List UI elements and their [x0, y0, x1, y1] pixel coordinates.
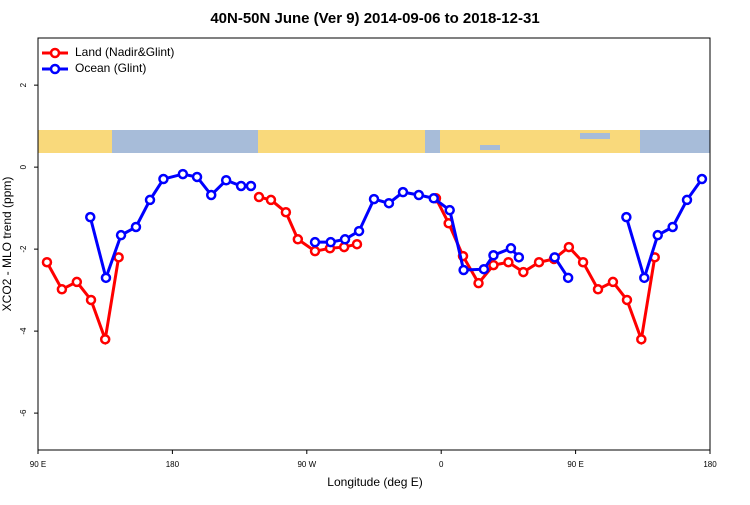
data-point [533, 256, 545, 268]
legend-label: Ocean (Glint) [75, 61, 146, 75]
x-tick-label: 90 W [297, 460, 316, 469]
y-tick-label: -4 [19, 327, 28, 335]
data-point [592, 284, 604, 295]
data-point [144, 194, 156, 206]
data-point [309, 236, 321, 248]
data-point [130, 221, 142, 233]
data-point [265, 194, 277, 206]
data-point [205, 189, 217, 201]
data-point [518, 266, 529, 278]
data-point [488, 259, 499, 271]
data-point [280, 206, 292, 218]
data-point [681, 194, 693, 206]
data-point [158, 173, 169, 185]
data-point [383, 197, 395, 209]
data-point [621, 294, 633, 306]
data-point [325, 236, 336, 248]
data-point [478, 263, 490, 275]
data-point [428, 193, 439, 204]
data-point [56, 284, 68, 295]
data-point [621, 211, 632, 223]
legend-marker [49, 63, 61, 75]
y-axis-label: XCO2 - MLO trend (ppm) [0, 177, 14, 312]
data-point [458, 264, 469, 276]
data-point [115, 229, 127, 241]
data-point [444, 204, 455, 216]
data-point [235, 180, 247, 192]
data-point [309, 245, 321, 257]
y-tick-label: 0 [19, 164, 28, 169]
data-point [177, 168, 189, 180]
data-point [113, 252, 124, 263]
plot-frame [37, 37, 711, 451]
data-point [513, 252, 525, 263]
x-tick-label: 90 E [30, 460, 46, 469]
data-point [292, 234, 304, 245]
x-tick-label: 0 [439, 460, 444, 469]
data-point [505, 243, 517, 254]
x-tick-label: 180 [166, 460, 180, 469]
x-tick-label: 180 [703, 460, 717, 469]
data-point [473, 277, 484, 289]
data-point [413, 189, 425, 201]
legend-marker [49, 47, 61, 59]
x-tick-label: 90 E [567, 460, 583, 469]
data-point [577, 256, 589, 268]
legend-label: Land (Nadir&Glint) [75, 45, 174, 59]
data-point [220, 175, 232, 186]
data-point [696, 173, 708, 185]
chart-title: 40N-50N June (Ver 9) 2014-09-06 to 2018-… [210, 10, 539, 27]
data-point [397, 186, 409, 198]
data-point [503, 256, 514, 268]
data-point [191, 171, 203, 183]
data-point [351, 238, 363, 250]
data-point [652, 229, 663, 241]
data-point [253, 191, 265, 203]
data-point [99, 334, 111, 345]
x-axis-label: Longitude (deg E) [327, 475, 422, 489]
data-point [639, 272, 650, 284]
data-point [353, 225, 365, 237]
data-point [636, 334, 647, 345]
data-point [368, 193, 380, 205]
data-point [85, 211, 96, 223]
map-strip [38, 130, 710, 153]
data-point [85, 294, 97, 306]
y-tick-label: -6 [19, 409, 28, 417]
data-point [245, 180, 257, 192]
data-point [339, 234, 351, 245]
data-point [549, 252, 560, 263]
y-tick-label: 2 [19, 82, 28, 87]
y-tick-label: -2 [19, 245, 28, 253]
data-point [562, 272, 574, 284]
data-point [563, 241, 575, 253]
data-point [71, 276, 83, 288]
data-point [100, 272, 112, 284]
series-line [88, 172, 704, 283]
data-point [488, 250, 499, 261]
data-point [607, 276, 619, 288]
data-point [667, 221, 678, 233]
data-point [41, 256, 53, 268]
